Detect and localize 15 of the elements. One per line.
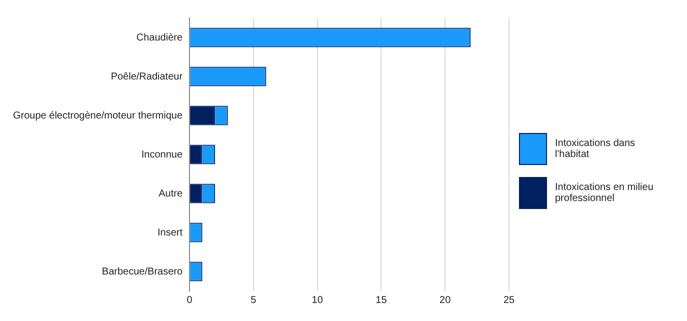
x-tick-label: 25 xyxy=(503,294,515,306)
text: Intoxications dans l'habitat xyxy=(555,138,636,160)
y-tick-label: Barbecue/Brasero xyxy=(102,266,183,278)
y-tick-label: Groupe électrogène/moteur thermique xyxy=(12,110,183,122)
y-tick-label: Insert xyxy=(158,227,183,238)
x-tick-label: 20 xyxy=(440,294,452,306)
x-tick-label: 10 xyxy=(312,294,324,306)
y-tick-label: Poêle/Radiateur xyxy=(110,71,184,82)
x-tick-label: 0 xyxy=(186,294,193,306)
y-tick-label: Inconnue xyxy=(141,149,183,160)
x-tick-label: 5 xyxy=(250,294,257,306)
text: Intoxications en milieu professionnel xyxy=(555,182,654,204)
y-tick-label: Chaudière xyxy=(136,32,183,44)
y-tick-label: Autre xyxy=(158,188,183,200)
x-tick-label: 15 xyxy=(376,294,388,306)
